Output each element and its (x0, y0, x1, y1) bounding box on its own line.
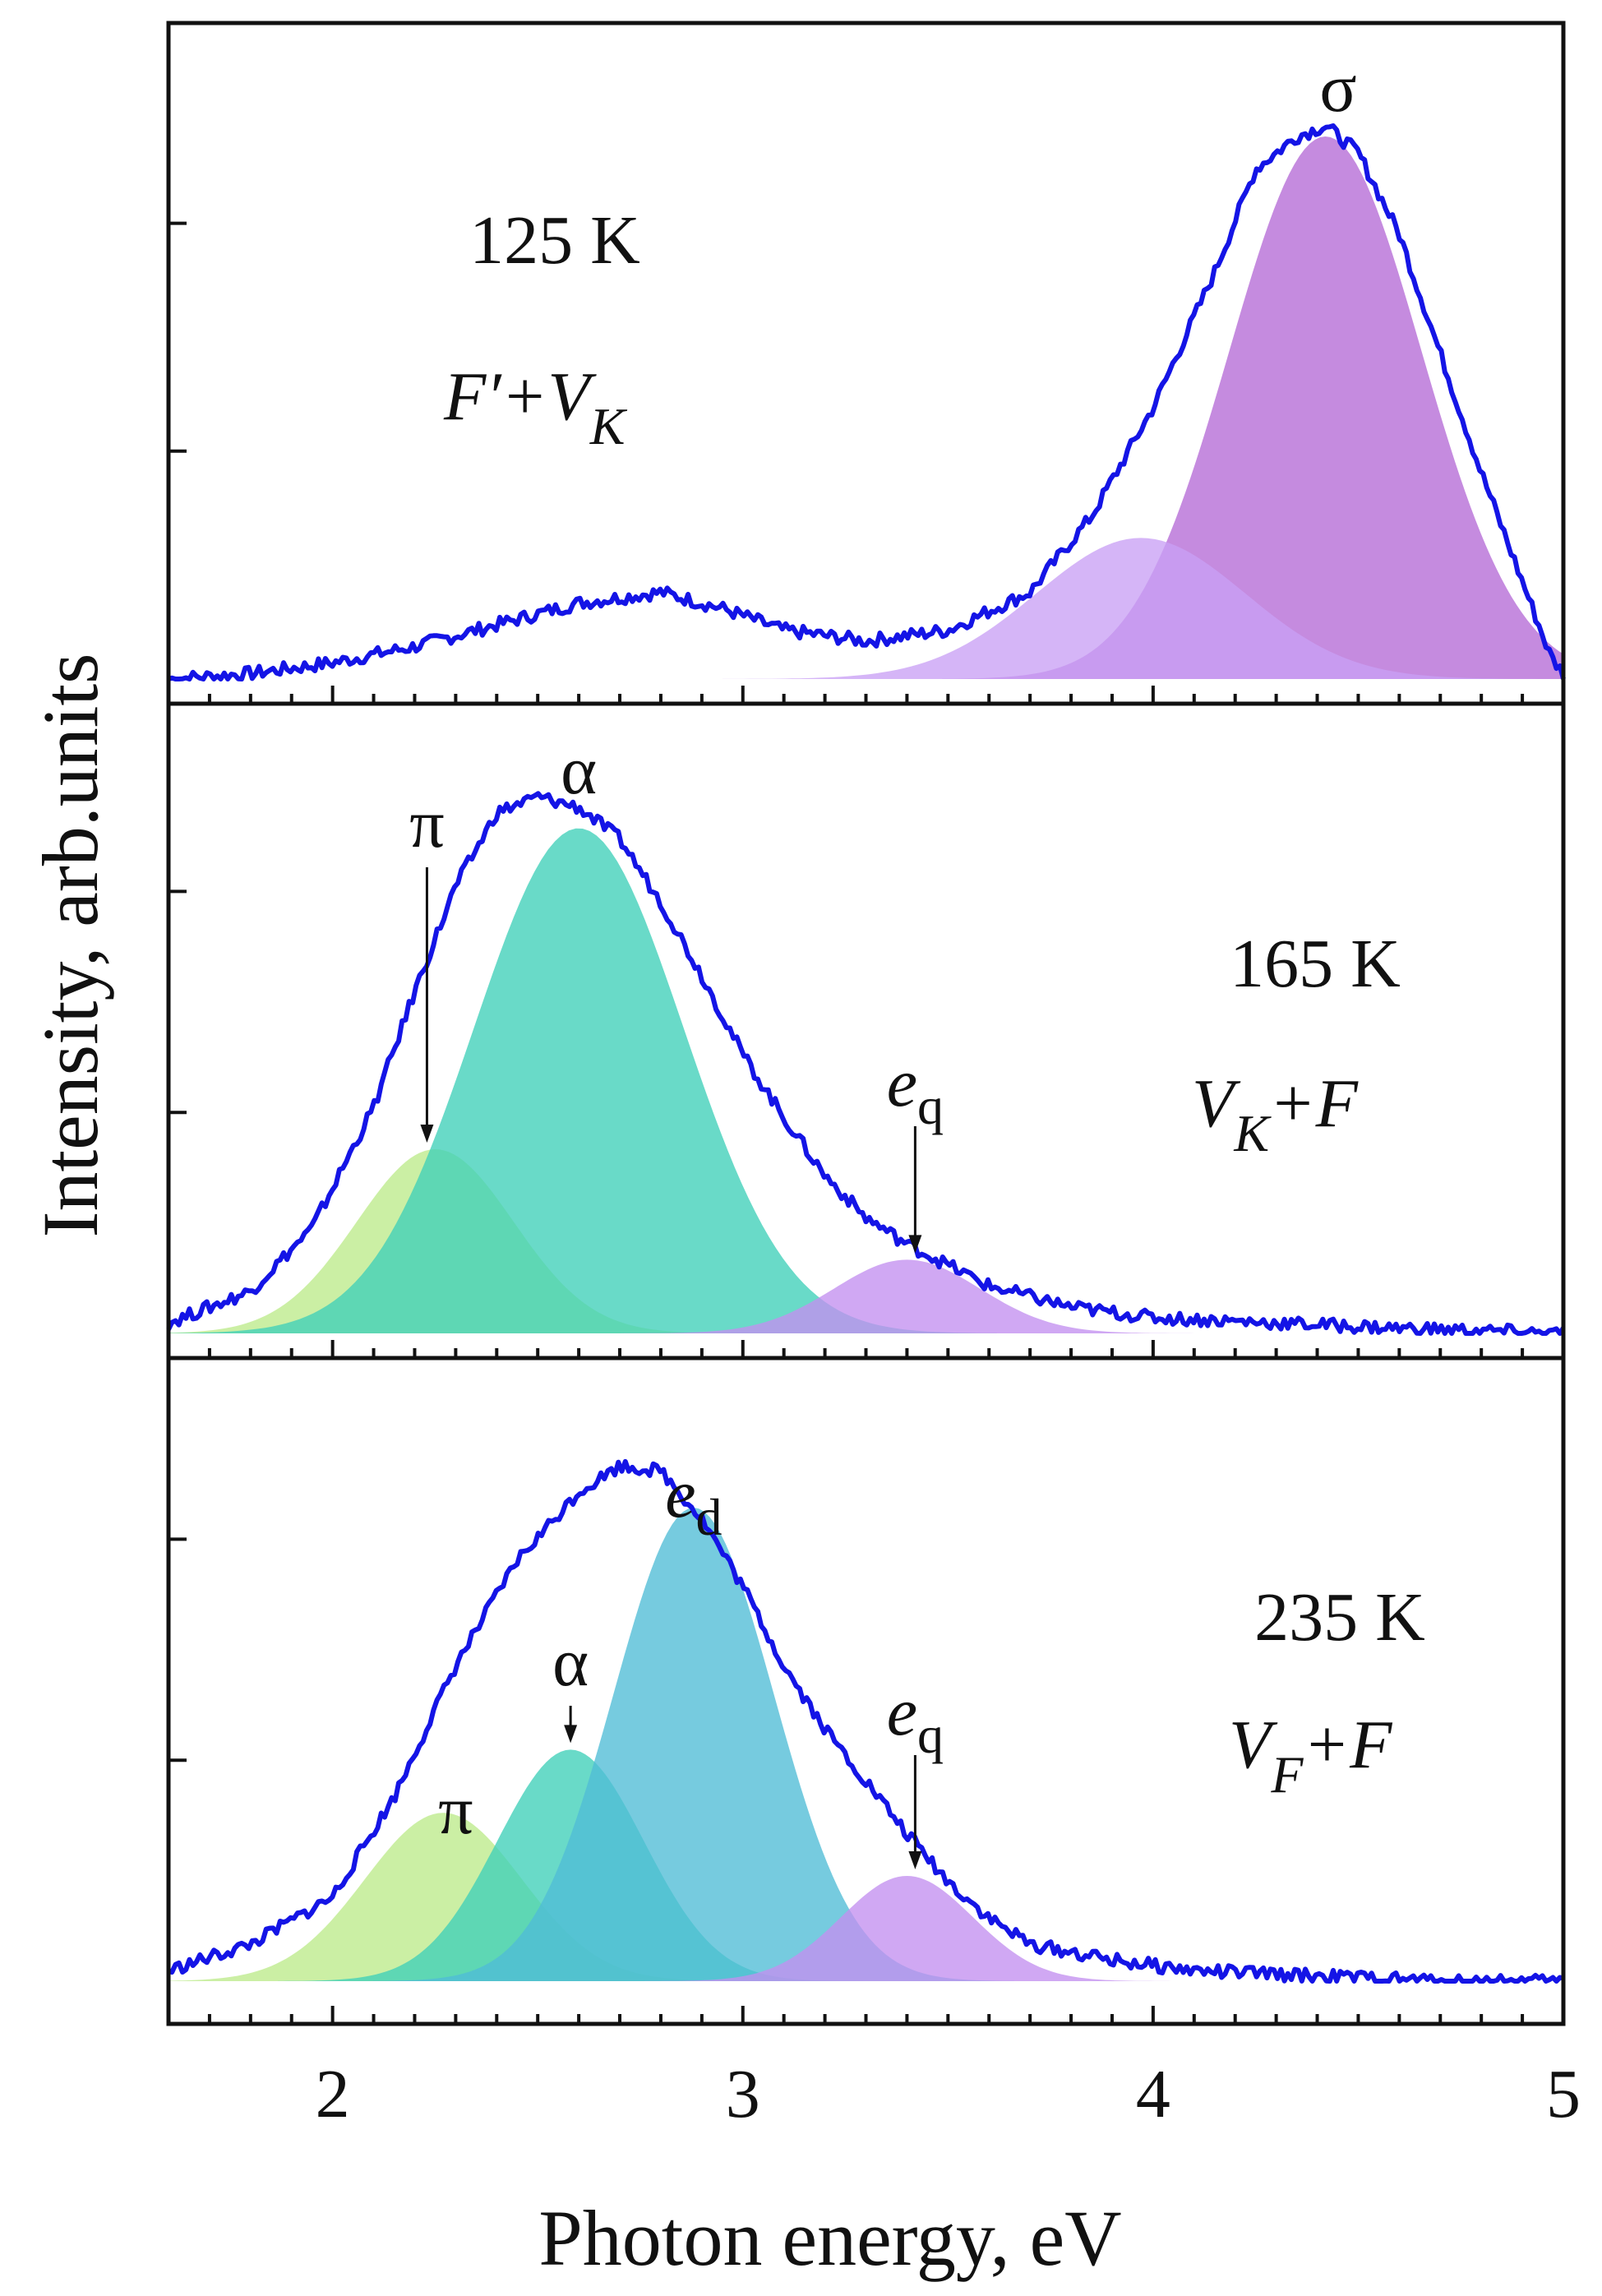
panel-bottom-curve (167, 1458, 1564, 1984)
band-label-2-3: eq (887, 1674, 944, 1764)
band-2-2 (372, 1508, 1014, 1981)
band-1-2 (614, 1259, 1200, 1333)
panel-top-subtitle: F′+VK (443, 358, 628, 455)
x-tick-label: 5 (1546, 2056, 1581, 2132)
annotation-arrow-head (420, 1125, 434, 1143)
band-label-main: e (887, 1674, 917, 1750)
y-axis-label: Intensity, arb.units (26, 654, 114, 1238)
panel-middle-curve (166, 791, 1566, 1336)
band-label-2-1: α (552, 1624, 589, 1701)
panel-middle-annotations: π α eq (409, 732, 944, 1254)
panel-middle-subtitle-rest: +F (1269, 1065, 1360, 1142)
panel-bottom-subtitle-main: V (1229, 1707, 1278, 1783)
annotation-arrow-head (908, 1235, 922, 1254)
panel-top-title: 125 K (469, 202, 640, 279)
panel-top: 125 K F′+VK σ (166, 21, 1566, 706)
band-label-1-0: π (409, 786, 444, 862)
band-label-main: e (665, 1456, 695, 1532)
panel-bottom-subtitle-rest: +F (1303, 1707, 1393, 1783)
panel-bottom-subtitle: VF+F (1229, 1707, 1393, 1804)
panel-middle-bands (169, 828, 1200, 1333)
band-label-sigma: σ (1319, 50, 1356, 127)
panel-middle-subtitle-main: V (1192, 1065, 1241, 1142)
panel-middle: 165 K VK+F π α eq (166, 701, 1566, 1361)
panel-middle-subtitle-sub: K (1233, 1104, 1272, 1162)
x-axis-label: Photon energy, eV (538, 2194, 1121, 2282)
band-label-2-0: π (438, 1772, 473, 1849)
band-label-2-2: ed (665, 1456, 722, 1546)
panel-middle-title: 165 K (1230, 926, 1401, 1002)
band-label-sub: d (696, 1488, 723, 1546)
measured-curve-0 (168, 123, 1566, 681)
band-1-1 (169, 828, 997, 1333)
x-tick-label: 4 (1136, 2056, 1170, 2132)
panel-top-subtitle-main: F′+V (443, 358, 597, 435)
panel-top-bands (723, 136, 1563, 679)
panel-bottom-bands (169, 1508, 1172, 1981)
annotation-arrow-head (564, 1725, 578, 1744)
band-label-1-1: α (561, 732, 597, 809)
band-2-0 (169, 1813, 757, 1981)
band-0-0 (942, 136, 1563, 679)
band-label-sub: q (917, 1706, 944, 1764)
band-label-1-2: eq (887, 1045, 944, 1135)
band-label-sub: q (917, 1077, 944, 1135)
x-tick-label: 3 (726, 2056, 760, 2132)
panel-bottom-title: 235 K (1254, 1579, 1425, 1656)
band-label-main: e (887, 1045, 917, 1121)
panel-top-subtitle-sub: K (589, 397, 628, 455)
band-2-3 (642, 1876, 1172, 1981)
panel-bottom-subtitle-sub: F (1270, 1745, 1304, 1804)
measured-curve-2 (167, 1458, 1564, 1984)
panel-bottom-frame (166, 1356, 1566, 2026)
band-0-1 (723, 538, 1559, 679)
x-tick-label: 2 (316, 2056, 350, 2132)
panel-middle-subtitle: VK+F (1192, 1065, 1360, 1162)
panel-top-curve (168, 123, 1566, 681)
measured-curve-1 (166, 791, 1566, 1336)
annotation-arrow-head (908, 1851, 922, 1869)
x-tick-labels: 2 3 4 5 (316, 2056, 1581, 2132)
